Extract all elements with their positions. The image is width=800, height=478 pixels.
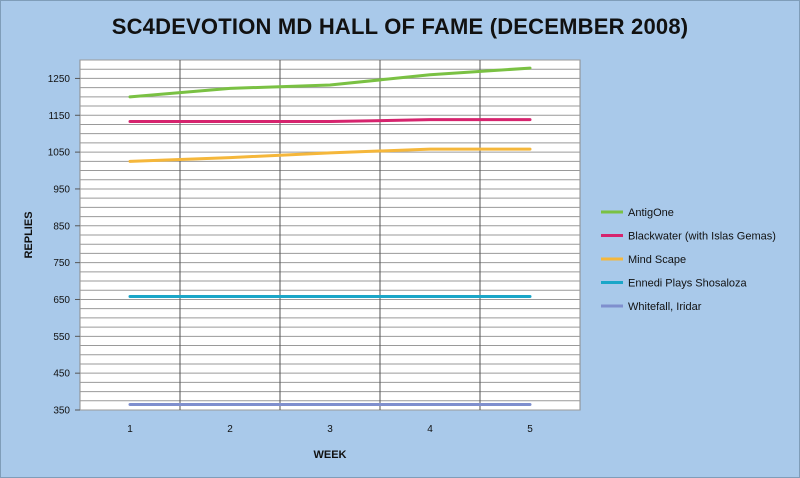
y-tick-label: 1250 [48, 74, 71, 85]
y-tick-label: 650 [53, 295, 70, 306]
y-tick-label: 850 [53, 221, 70, 232]
chart-title: SC4DEVOTION MD HALL OF FAME (DECEMBER 20… [111, 14, 689, 39]
series-line [128, 66, 532, 99]
y-tick-label: 450 [53, 369, 70, 380]
x-axis-label: WEEK [314, 449, 347, 461]
series-lines [128, 66, 532, 406]
series-line [128, 147, 532, 163]
legend-item-label: AntigOne [628, 207, 674, 219]
x-tick-label: 5 [527, 424, 533, 435]
legend-item-label: Blackwater (with Islas Gemas) [628, 231, 776, 243]
x-tick-label: 2 [227, 424, 233, 435]
x-tick-label: 4 [427, 424, 433, 435]
y-tick-label: 750 [53, 258, 70, 269]
y-axis-label: REPLIES [23, 211, 35, 258]
y-axis-ticks: 350 450 550 650 750 850 950 1050 1150 1250 [48, 74, 80, 417]
series-line [128, 118, 532, 124]
legend-item-label: Ennedi Plays Shosaloza [628, 278, 748, 290]
x-axis-ticks: 1 2 3 4 5 [127, 424, 533, 435]
y-tick-label: 1150 [48, 111, 70, 122]
legend-item-label: Mind Scape [628, 254, 686, 266]
y-tick-label: 950 [53, 184, 70, 195]
x-tick-label: 3 [327, 424, 333, 435]
y-tick-label: 1050 [48, 148, 71, 159]
legend-item-label: Whitefall, Iridar [628, 301, 702, 313]
y-tick-label: 350 [53, 406, 70, 417]
x-tick-label: 1 [127, 424, 133, 435]
y-tick-label: 550 [53, 332, 70, 343]
legend: AntigOne Blackwater (with Islas Gemas) Min… [601, 207, 776, 313]
